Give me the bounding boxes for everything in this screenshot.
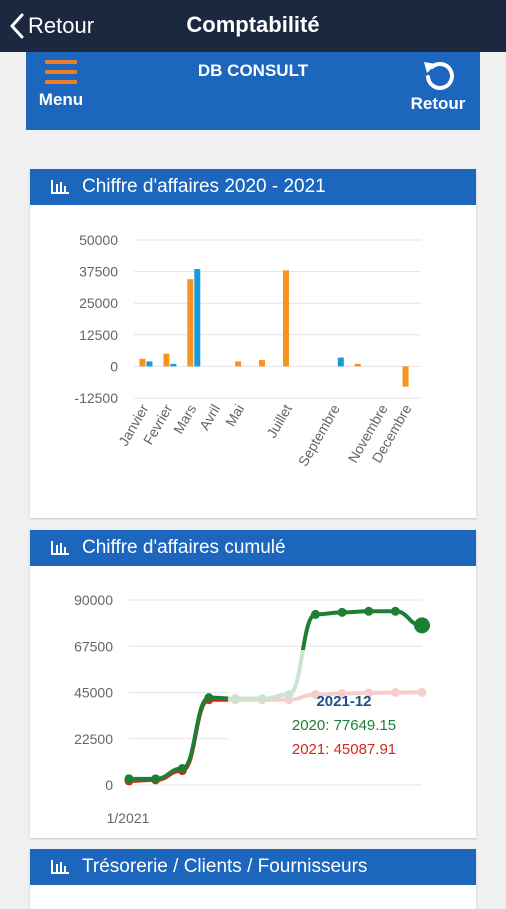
x-tick-label: Mars (170, 402, 199, 437)
bar-chart-icon (51, 860, 69, 874)
revenue-chart-card: Chiffre d'affaires 2020 - 2021 50000 3750… (30, 169, 476, 518)
refresh-icon (424, 61, 454, 90)
bar-decembre-series1 (402, 366, 409, 387)
data-point (364, 606, 374, 616)
data-point (151, 774, 161, 784)
refresh-label: Retour (410, 94, 466, 113)
treasury-card: Trésorerie / Clients / Fournisseurs (30, 849, 476, 909)
data-point (177, 764, 187, 774)
bar-janvier-series1 (139, 358, 146, 367)
x-tick-label: Mai (222, 402, 247, 430)
treasury-card-title: Trésorerie / Clients / Fournisseurs (82, 856, 368, 877)
chevron-left-icon (10, 13, 24, 39)
tooltip-line2: 2021: 45087.91 (292, 741, 396, 758)
data-point (124, 774, 134, 784)
bar-fevrier-series2 (170, 363, 177, 367)
tooltip-box (228, 650, 438, 762)
bar-mai-series1 (235, 361, 242, 367)
cumulative-card-title: Chiffre d'affaires cumulé (82, 537, 286, 558)
bar-chart-icon (51, 180, 69, 194)
y-tick-label: 67500 (74, 638, 113, 654)
treasury-card-header: Trésorerie / Clients / Fournisseurs (30, 849, 476, 885)
x-tick-label: 1/2021 (107, 810, 150, 826)
back-label: Retour (28, 13, 95, 38)
y-tick-label: 37500 (79, 264, 118, 280)
x-tick-label: Septembre (295, 401, 343, 468)
bar-juillet-series1 (282, 270, 289, 367)
bar-octobre-series1 (354, 363, 361, 367)
bar-janvier-series2 (146, 361, 153, 367)
navbar: Retour Comptabilité (0, 0, 506, 52)
bar-mars-series2 (194, 269, 201, 367)
bar-fevrier-series1 (163, 353, 170, 367)
x-tick-label: Juillet (263, 401, 295, 440)
x-tick-label: Avril (196, 402, 223, 433)
bar-chart-icon (51, 541, 69, 555)
y-tick-label: 25000 (79, 295, 118, 311)
y-tick-label: 0 (110, 358, 118, 374)
revenue-card-header: Chiffre d'affaires 2020 - 2021 (30, 169, 476, 205)
tooltip-title: 2021-12 (316, 693, 371, 710)
y-tick-label: 22500 (74, 731, 113, 747)
y-tick-label: 45000 (74, 685, 113, 701)
bar-septembre-series2 (337, 357, 344, 367)
app-header: Menu DB CONSULT Retour (26, 52, 480, 130)
back-button[interactable]: Retour (10, 10, 94, 42)
bar-mars-series1 (187, 279, 194, 367)
y-tick-label: 90000 (74, 592, 113, 608)
hamburger-icon (45, 60, 77, 84)
data-point (337, 607, 347, 617)
y-tick-label: -12500 (74, 390, 118, 406)
menu-button[interactable]: Menu (36, 58, 86, 122)
cumulative-line-chart: 90000 67500 45000 22500 0 2021-12 2020: 77649.… (74, 592, 438, 826)
refresh-button[interactable]: Retour (406, 58, 470, 122)
data-point (310, 609, 320, 619)
y-tick-label: 50000 (79, 232, 118, 248)
revenue-card-title: Chiffre d'affaires 2020 - 2021 (82, 176, 326, 197)
revenue-bar-chart: 500003750025000125000-12500JanvierFevrie… (74, 232, 421, 469)
cumulative-chart-card: Chiffre d'affaires cumulé 90000 67500 4500… (30, 530, 476, 838)
cumulative-card-header: Chiffre d'affaires cumulé (30, 530, 476, 566)
y-tick-label: 0 (105, 777, 113, 793)
data-point (204, 693, 214, 703)
bar-juin-series1 (259, 360, 266, 367)
data-point (390, 606, 400, 616)
menu-label: Menu (38, 90, 84, 109)
tooltip-line1: 2020: 77649.15 (292, 717, 396, 734)
y-tick-label: 12500 (79, 327, 118, 343)
data-point (414, 617, 430, 634)
